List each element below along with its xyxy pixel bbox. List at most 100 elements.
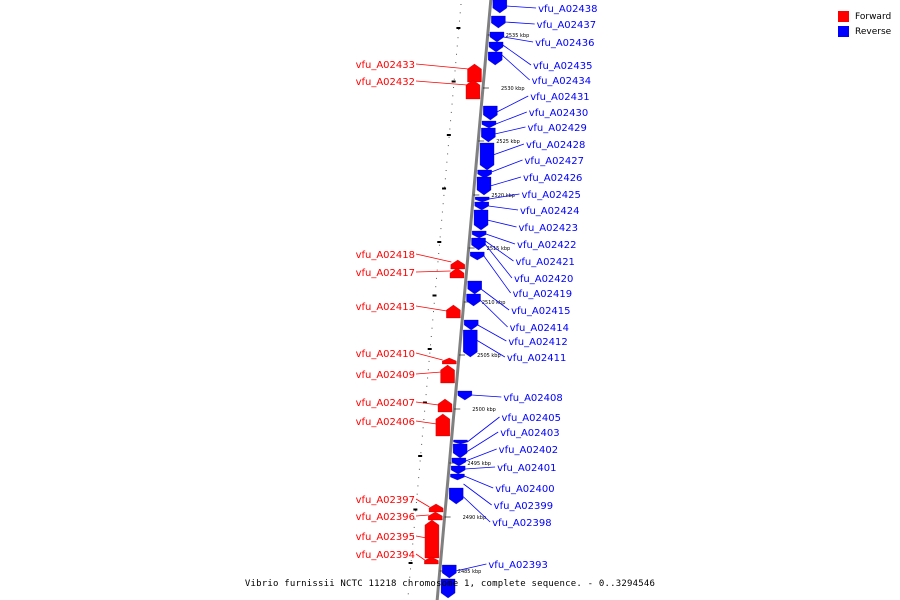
forward-leader-line: [415, 305, 448, 312]
reverse-leader-line: [465, 448, 497, 462]
reverse-gene-label: vfu_A02422: [517, 240, 576, 251]
track-dot: [418, 468, 420, 470]
reverse-leader-line: [502, 44, 532, 66]
legend-label-reverse: Reverse: [855, 26, 892, 37]
reverse-gene-label: vfu_A02428: [526, 140, 585, 151]
reverse-gene-label: vfu_A02419: [513, 289, 572, 300]
forward-gene-block: [440, 364, 455, 384]
track-dot: [447, 153, 449, 155]
reverse-leader-line: [484, 243, 513, 279]
tick-dots: [407, 4, 462, 595]
forward-leader-line: [415, 498, 430, 508]
reverse-gene-block: [452, 443, 468, 459]
forward-gene-block: [428, 511, 443, 521]
track-dash: [456, 27, 461, 29]
track-dot: [443, 194, 445, 196]
track-dash: [422, 401, 427, 404]
reverse-gene-label: vfu_A02403: [500, 428, 559, 439]
reverse-gene-label: vfu_A02421: [515, 257, 574, 268]
track-dot: [458, 20, 460, 22]
track-dot: [441, 219, 443, 221]
reverse-gene-block: [442, 564, 457, 579]
reverse-gene-label: vfu_A02400: [495, 484, 554, 495]
reverse-gene-label: vfu_A02401: [497, 463, 556, 474]
track-dash: [451, 80, 456, 83]
forward-gene-block: [435, 413, 450, 437]
track-dot: [429, 352, 431, 354]
reverse-gene-block: [470, 251, 485, 261]
track-dot: [433, 311, 435, 313]
kbp-tick-label: 2505 kbp: [477, 353, 501, 359]
kbp-tick-label: 2490 kbp: [463, 515, 487, 521]
track-dot: [410, 560, 412, 562]
track-dot: [415, 502, 417, 503]
reverse-leader-line: [467, 416, 500, 443]
forward-gene-label: vfu_A02433: [356, 60, 415, 71]
kbp-tick-label: 2510 kbp: [482, 300, 506, 306]
track-dot: [438, 253, 440, 254]
track-dot: [410, 568, 412, 570]
reverse-gene-label: vfu_A02435: [533, 61, 592, 72]
forward-gene-block: [437, 398, 453, 413]
sequence-caption: Vibrio furnissii NCTC 11218 chromosome 1…: [244, 579, 656, 589]
track-dot: [414, 518, 416, 520]
reverse-leader-line: [494, 126, 526, 135]
reverse-leader-line: [479, 299, 508, 328]
kbp-tick-label: 2500 kbp: [472, 407, 496, 413]
forward-gene-block: [424, 556, 439, 565]
track-dot: [415, 510, 417, 512]
track-dot: [450, 111, 452, 113]
reverse-gene-label: vfu_A02408: [503, 393, 562, 404]
reverse-gene-label: vfu_A02434: [532, 76, 591, 87]
reverse-gene-block: [453, 439, 468, 445]
track-dot: [419, 460, 421, 462]
track-dot: [444, 178, 446, 180]
reverse-gene-block: [449, 487, 464, 505]
forward-gene-block: [442, 357, 457, 365]
track-dot: [426, 385, 428, 387]
reverse-gene-block: [463, 329, 478, 358]
reverse-leader-line: [463, 483, 492, 506]
reverse-gene-label: vfu_A02430: [529, 108, 588, 119]
forward-gene-label: vfu_A02418: [356, 250, 415, 261]
reverse-leader-line: [501, 54, 530, 81]
reverse-leader-line: [503, 36, 534, 43]
track-dot: [421, 435, 423, 437]
reverse-gene-block: [479, 142, 495, 171]
reverse-gene-block: [492, 0, 507, 14]
track-dot: [459, 12, 461, 14]
reverse-gene-block: [457, 390, 473, 401]
forward-leader-line: [415, 253, 452, 263]
reverse-leader-line: [462, 495, 491, 523]
reverse-gene-label: vfu_A02399: [494, 501, 553, 512]
reverse-leader-line: [476, 339, 506, 358]
reverse-gene-block: [440, 578, 456, 599]
forward-leader-line: [415, 535, 427, 539]
kbp-tick-label: 2485 kbp: [458, 569, 482, 575]
track-dot: [442, 203, 444, 205]
track-dot: [432, 319, 434, 321]
reverse-gene-label: vfu_A02405: [502, 413, 561, 424]
reverse-gene-block: [464, 319, 479, 331]
forward-gene-label: vfu_A02410: [356, 349, 415, 360]
forward-leader-line: [415, 514, 429, 517]
forward-genes: [424, 63, 482, 565]
reverse-leader-line: [464, 466, 496, 470]
track-dash: [446, 134, 451, 136]
reverse-gene-block: [488, 41, 504, 53]
forward-gene-label: vfu_A02394: [356, 550, 415, 561]
reverse-gene-label: vfu_A02412: [508, 337, 567, 348]
reverse-leader-line: [492, 143, 525, 156]
legend-swatch-reverse: [838, 26, 849, 37]
reverse-gene-label: vfu_A02431: [530, 92, 589, 103]
reverse-gene-block: [488, 51, 503, 66]
legend-swatch-forward: [838, 11, 849, 22]
track-dot: [452, 95, 454, 97]
track-dot: [440, 228, 442, 230]
genome-backbone: [435, 0, 493, 600]
forward-gene-block: [428, 503, 444, 513]
reverse-gene-block: [467, 280, 482, 295]
track-dot: [437, 261, 439, 263]
reverse-leader-line: [506, 5, 537, 9]
